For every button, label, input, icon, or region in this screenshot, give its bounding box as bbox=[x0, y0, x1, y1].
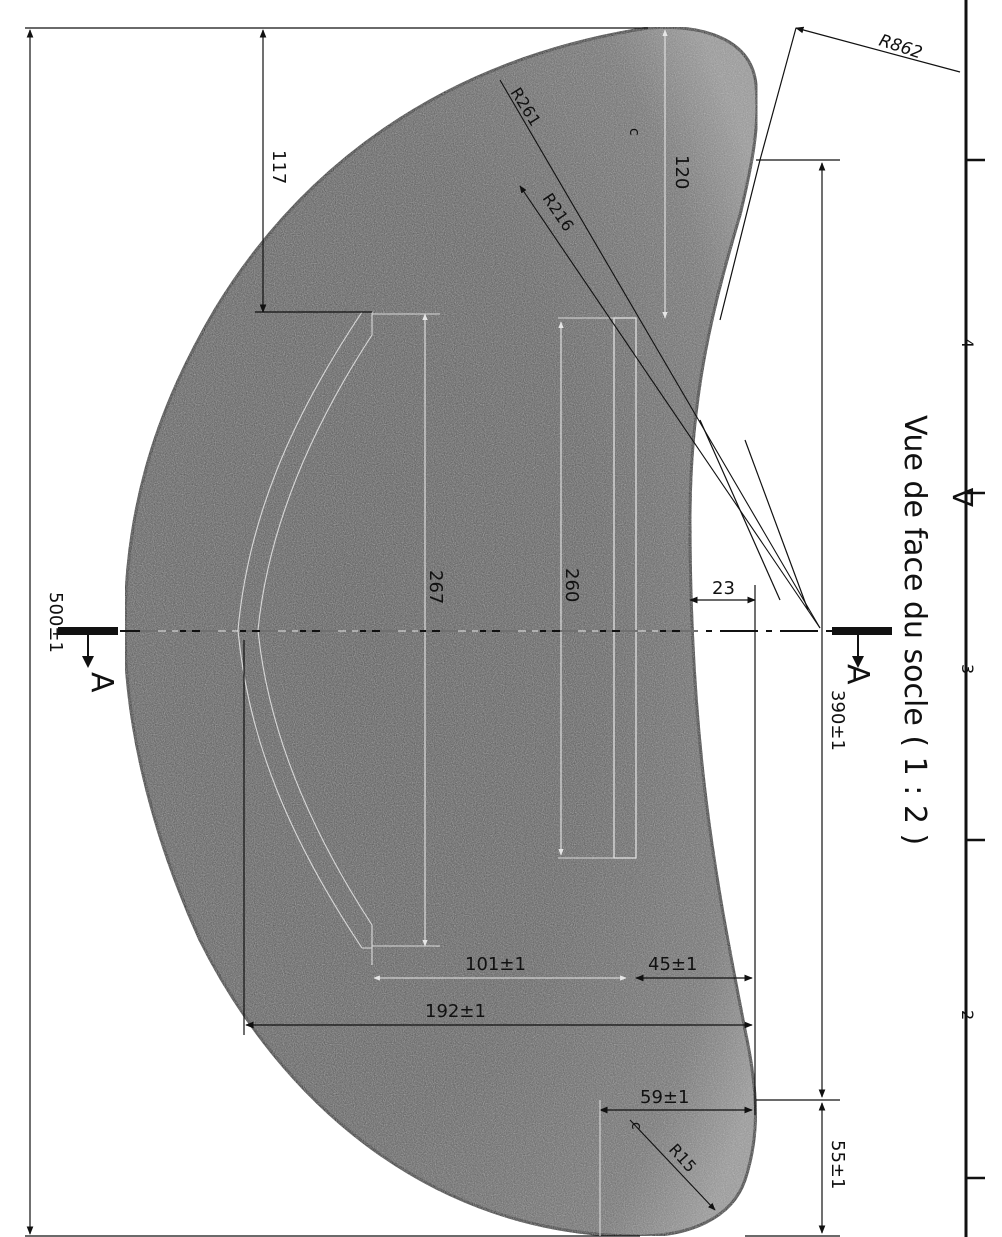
small-mark-top: c bbox=[626, 128, 642, 136]
dim-text-500: 500±1 bbox=[45, 592, 66, 653]
dim-text-390: 390±1 bbox=[827, 690, 848, 751]
leader-r862 bbox=[795, 26, 961, 73]
dim-text-192: 192±1 bbox=[425, 1001, 486, 1022]
dim-text-120: 120 bbox=[671, 155, 692, 189]
leader-r862-b bbox=[719, 159, 761, 321]
dim-text-55: 55±1 bbox=[827, 1140, 848, 1189]
reference-symbol: ∇ bbox=[946, 487, 979, 507]
dim-text-260: 260 bbox=[561, 568, 582, 602]
frame-ticks bbox=[966, 158, 985, 1180]
leader-r862-c bbox=[699, 419, 781, 601]
leader-r15 bbox=[629, 1119, 716, 1211]
dim-text-45: 45±1 bbox=[648, 954, 697, 975]
leader-r216 bbox=[519, 185, 821, 629]
border-tick-label-4: 4 bbox=[958, 338, 977, 348]
dim-text-117: 117 bbox=[268, 150, 289, 184]
dim-text-59: 59±1 bbox=[640, 1087, 689, 1108]
drawing-title: Vue de face du socle ( 1 : 2 ) bbox=[897, 415, 932, 845]
leader-r862-a bbox=[759, 27, 797, 161]
dim-text-267: 267 bbox=[425, 570, 446, 604]
dim-text-101: 101±1 bbox=[465, 954, 526, 975]
leader-r862-d bbox=[744, 439, 809, 611]
curved-slot-outline bbox=[237, 311, 372, 949]
rect-slot bbox=[613, 317, 637, 859]
section-label-right: A bbox=[840, 664, 875, 685]
border-tick-label-3: 3 bbox=[958, 664, 977, 674]
section-mark-left bbox=[58, 627, 118, 668]
dim-text-23: 23 bbox=[712, 578, 735, 599]
border-tick-label-2: 2 bbox=[958, 1010, 977, 1020]
radius-text-r862: R862 bbox=[876, 31, 924, 64]
section-mark-right bbox=[832, 627, 892, 668]
small-mark-bottom: c bbox=[628, 1122, 644, 1130]
leader-r261 bbox=[499, 79, 821, 629]
section-label-left: A bbox=[84, 672, 119, 693]
